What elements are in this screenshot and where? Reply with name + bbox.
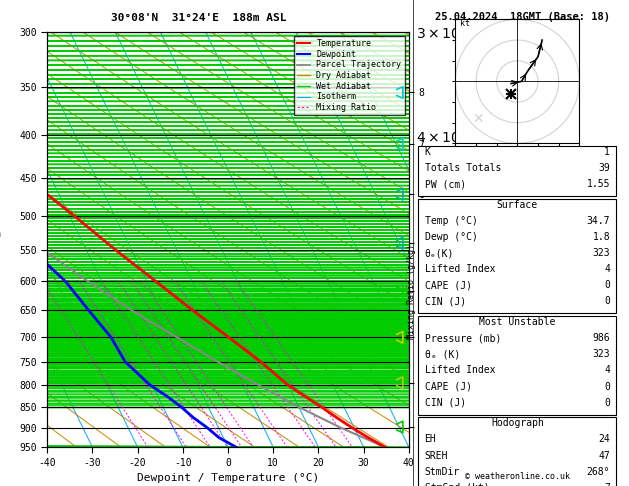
- Text: CAPE (J): CAPE (J): [425, 280, 472, 291]
- Text: ✕: ✕: [472, 112, 484, 126]
- Text: StmSpd (kt): StmSpd (kt): [425, 483, 489, 486]
- Text: 323: 323: [593, 349, 610, 360]
- Text: SREH: SREH: [425, 451, 448, 461]
- Text: 1: 1: [604, 147, 610, 157]
- Text: Hodograph: Hodograph: [491, 418, 544, 429]
- Text: K: K: [425, 147, 430, 157]
- Text: 0: 0: [604, 296, 610, 307]
- Text: kt: kt: [460, 18, 469, 28]
- Text: Lifted Index: Lifted Index: [425, 264, 495, 275]
- Text: 24: 24: [598, 434, 610, 445]
- Text: 986: 986: [593, 333, 610, 344]
- Text: CIN (J): CIN (J): [425, 296, 465, 307]
- Text: 323: 323: [593, 248, 610, 259]
- Y-axis label: hPa: hPa: [0, 229, 1, 240]
- Y-axis label: km
ASL: km ASL: [475, 228, 493, 250]
- Text: Lifted Index: Lifted Index: [425, 365, 495, 376]
- Text: 1.55: 1.55: [587, 179, 610, 190]
- Text: Most Unstable: Most Unstable: [479, 317, 555, 328]
- Text: θₑ (K): θₑ (K): [425, 349, 460, 360]
- Text: EH: EH: [425, 434, 437, 445]
- Text: CIN (J): CIN (J): [425, 398, 465, 408]
- Text: CAPE (J): CAPE (J): [425, 382, 472, 392]
- Text: 34.7: 34.7: [587, 216, 610, 226]
- Text: Totals Totals: Totals Totals: [425, 163, 501, 174]
- Text: Temp (°C): Temp (°C): [425, 216, 477, 226]
- Text: PW (cm): PW (cm): [425, 179, 465, 190]
- Text: © weatheronline.co.uk: © weatheronline.co.uk: [465, 472, 570, 481]
- Text: StmDir: StmDir: [425, 467, 460, 477]
- Text: 30°08'N  31°24'E  188m ASL: 30°08'N 31°24'E 188m ASL: [111, 13, 287, 23]
- Text: Dewp (°C): Dewp (°C): [425, 232, 477, 243]
- Text: 0: 0: [604, 280, 610, 291]
- Text: θₑ(K): θₑ(K): [425, 248, 454, 259]
- Text: Pressure (mb): Pressure (mb): [425, 333, 501, 344]
- Text: 39: 39: [598, 163, 610, 174]
- Text: Surface: Surface: [497, 200, 538, 210]
- Text: 268°: 268°: [587, 467, 610, 477]
- Text: 4: 4: [604, 264, 610, 275]
- X-axis label: Dewpoint / Temperature (°C): Dewpoint / Temperature (°C): [137, 473, 319, 483]
- Text: Mixing Ratio (g/kg): Mixing Ratio (g/kg): [408, 244, 416, 339]
- Text: 25.04.2024  18GMT (Base: 18): 25.04.2024 18GMT (Base: 18): [435, 12, 610, 22]
- Text: 7: 7: [604, 483, 610, 486]
- Text: 1.8: 1.8: [593, 232, 610, 243]
- Text: 0: 0: [604, 382, 610, 392]
- Text: 4: 4: [604, 365, 610, 376]
- Text: 47: 47: [598, 451, 610, 461]
- Text: 0: 0: [604, 398, 610, 408]
- Legend: Temperature, Dewpoint, Parcel Trajectory, Dry Adiabat, Wet Adiabat, Isotherm, Mi: Temperature, Dewpoint, Parcel Trajectory…: [294, 36, 404, 115]
